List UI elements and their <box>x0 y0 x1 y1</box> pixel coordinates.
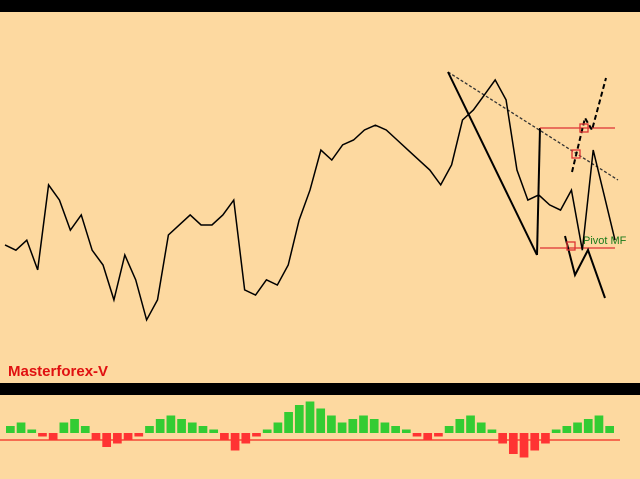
histogram-bar <box>498 433 507 444</box>
oscillator-axis <box>620 395 640 470</box>
histogram-bar <box>605 426 614 433</box>
arrow-down <box>564 235 606 299</box>
drawings <box>447 71 619 299</box>
histogram-bar <box>241 433 251 444</box>
trend-line <box>536 127 541 256</box>
histogram-bar <box>220 433 229 440</box>
histogram-bar <box>487 429 497 433</box>
histogram-bar <box>401 429 411 433</box>
histogram-bar <box>6 426 15 433</box>
pivot-label: Pivot MF <box>583 235 627 247</box>
histogram-bar <box>541 433 550 444</box>
marker <box>571 149 581 159</box>
histogram-bar <box>316 408 326 433</box>
histogram-bar <box>423 433 433 440</box>
histogram-bar <box>284 412 293 433</box>
histogram-bar <box>562 426 572 433</box>
marker <box>579 123 589 133</box>
price-axis <box>620 12 640 383</box>
histogram-bar <box>583 419 593 433</box>
histogram-bar <box>113 433 122 444</box>
histogram-bar <box>594 415 604 433</box>
histogram-bar <box>412 433 422 437</box>
marker <box>566 241 576 251</box>
histogram-bar <box>252 433 261 437</box>
histogram-bar <box>134 433 144 437</box>
histogram-bar <box>59 422 69 433</box>
histogram-bar <box>466 415 475 433</box>
histogram-bar <box>348 419 358 433</box>
trend-line <box>447 71 619 181</box>
histogram-bar <box>48 433 58 440</box>
histogram-bar <box>187 422 197 433</box>
histogram-bar <box>27 429 37 433</box>
histogram-bar <box>476 422 486 433</box>
trend-line <box>447 71 538 256</box>
histogram-bar <box>155 419 165 433</box>
histogram-bar <box>38 433 47 437</box>
price-panel <box>0 12 620 383</box>
histogram-bar <box>123 433 133 440</box>
histogram-bar <box>434 433 443 437</box>
histogram-bar <box>337 422 347 433</box>
histogram-bar <box>551 429 561 433</box>
histogram-bar <box>145 426 154 433</box>
arrow-up <box>571 77 607 173</box>
histogram-bar <box>273 422 283 433</box>
time-axis <box>0 470 640 479</box>
histogram-bar <box>305 401 315 433</box>
histogram-bar <box>209 429 219 433</box>
histogram-bar <box>91 433 101 440</box>
histogram-bar <box>102 433 112 447</box>
histogram-bar <box>369 419 379 433</box>
histogram-bar <box>519 433 529 458</box>
histogram-bar <box>455 419 465 433</box>
histogram-bar <box>80 426 90 433</box>
histogram-bar <box>70 419 79 433</box>
histogram-bar <box>530 433 540 451</box>
histogram-bar <box>16 422 26 433</box>
histogram-bar <box>508 433 518 454</box>
histogram-bar <box>230 433 240 451</box>
histogram-bar <box>573 422 582 433</box>
histogram-bar <box>262 429 272 433</box>
brand-label: Masterforex-V <box>8 363 108 380</box>
histogram-bar <box>198 426 208 433</box>
histogram-bar <box>380 422 390 433</box>
histogram-bar <box>359 415 368 433</box>
histogram-bar <box>177 419 186 433</box>
histogram-bar <box>444 426 454 433</box>
price-line <box>4 78 616 322</box>
histogram-bar <box>391 426 400 433</box>
histogram-bar <box>294 405 304 433</box>
histogram-bar <box>166 415 176 433</box>
histogram-bar <box>327 415 336 433</box>
